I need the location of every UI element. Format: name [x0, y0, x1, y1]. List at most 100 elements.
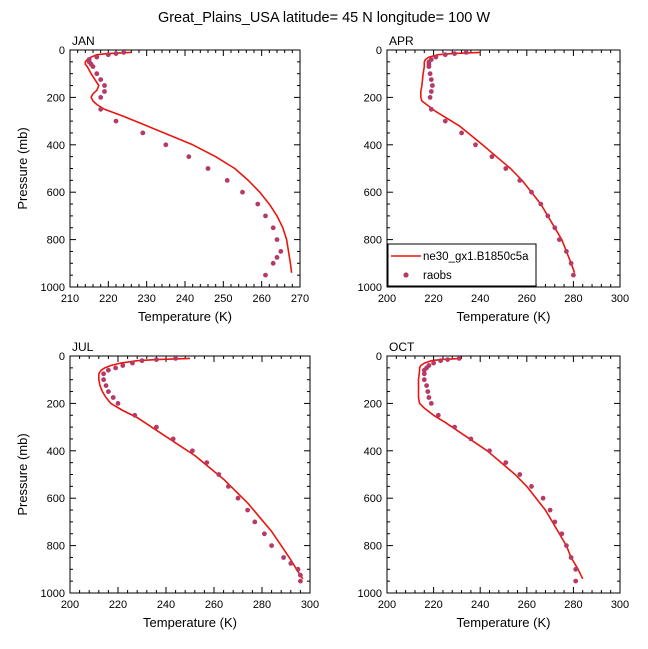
raobs-point [573, 566, 579, 572]
raobs-point [121, 50, 127, 55]
raobs-point [529, 484, 534, 489]
x-tick-label: 240 [471, 599, 489, 611]
legend-label-raobs: raobs [423, 270, 452, 282]
raobs-point [281, 555, 286, 560]
raobs-point [298, 572, 303, 578]
raobs-point [564, 543, 569, 548]
x-axis-label: Temperature (K) [457, 309, 551, 324]
x-tick-label: 260 [518, 599, 536, 611]
y-tick-label: 0 [59, 45, 65, 57]
raobs-point [255, 201, 261, 207]
raobs-point [552, 519, 558, 525]
raobs-point [426, 64, 432, 69]
raobs-point [102, 89, 107, 94]
raobs-point [540, 495, 546, 501]
y-tick-label: 800 [364, 235, 382, 247]
raobs-point [98, 95, 104, 100]
raobs-point [101, 371, 106, 377]
raobs-point [173, 356, 179, 361]
x-tick-label: 220 [99, 293, 117, 305]
raobs-point [130, 360, 135, 366]
x-tick-label: 230 [137, 293, 155, 305]
raobs-point [571, 272, 576, 278]
y-tick-label: 1000 [41, 282, 65, 294]
raobs-point [274, 237, 280, 243]
raobs-point [459, 130, 464, 136]
y-tick-label: 600 [47, 187, 65, 199]
y-tick-label: 200 [364, 398, 382, 410]
raobs-point [442, 118, 448, 124]
raobs-point [426, 395, 432, 400]
raobs-point [428, 77, 434, 82]
y-tick-label: 200 [364, 92, 382, 104]
raobs-point [120, 363, 126, 368]
raobs-point [288, 561, 294, 566]
raobs-point [428, 106, 434, 112]
raobs-point [298, 578, 303, 584]
raobs-point [573, 578, 579, 584]
model-profile-line [417, 357, 584, 580]
raobs-point [517, 472, 523, 477]
raobs-point [435, 412, 441, 418]
raobs-point [433, 54, 439, 60]
raobs-point [473, 142, 478, 148]
panels-group: 210 220 230 240 250 260 270 0 200 400 600 800 1000 JA… [15, 34, 629, 630]
raobs-point [421, 367, 427, 373]
x-tick-label: 200 [61, 599, 79, 611]
raobs-point [452, 51, 457, 56]
figure-title: Great_Plains_USA latitude= 45 N longitud… [158, 10, 490, 26]
y-tick-label: 200 [47, 398, 65, 410]
panel-oct: 200 220 240 260 280 300 0 200 400 600 800 1000 OCT Te… [358, 340, 630, 630]
raobs-point [154, 424, 159, 430]
x-tick-label: 280 [564, 293, 582, 305]
plot-frame [386, 355, 621, 594]
x-tick-label: 300 [301, 599, 319, 611]
x-tick-label: 260 [252, 293, 270, 305]
y-tick-label: 200 [47, 92, 65, 104]
x-tick-label: 200 [378, 599, 396, 611]
raobs-point [545, 213, 551, 219]
raobs-point [278, 249, 284, 254]
raobs-point [468, 436, 474, 442]
raobs-point [132, 412, 138, 418]
raobs-point [226, 484, 231, 489]
x-tick-label: 210 [61, 293, 79, 305]
raobs-point [421, 371, 427, 377]
raobs-point [190, 448, 195, 454]
y-tick-label: 1000 [358, 588, 382, 600]
y-tick-label: 400 [364, 446, 382, 458]
y-tick-label: 0 [376, 351, 382, 363]
model-profile-line [98, 357, 304, 580]
model-profile-line [420, 51, 576, 274]
panel-label: JUL [72, 340, 94, 354]
x-tick-label: 220 [424, 599, 442, 611]
raobs-point [438, 358, 443, 364]
y-tick-label: 0 [376, 45, 382, 57]
x-tick-label: 280 [564, 599, 582, 611]
raobs-point [431, 360, 436, 366]
panel-label: APR [389, 34, 414, 48]
raobs-point [269, 543, 274, 548]
raobs-point [424, 383, 429, 388]
raobs-point [204, 460, 210, 465]
x-tick-label: 250 [214, 293, 232, 305]
raobs-point [503, 166, 509, 171]
raobs-point [445, 357, 450, 362]
raobs-point [538, 201, 544, 207]
raobs-point [456, 356, 462, 361]
raobs-point [270, 260, 276, 266]
x-tick-label: 300 [611, 293, 629, 305]
y-tick-label: 400 [47, 446, 65, 458]
raobs-point [98, 77, 104, 82]
raobs-point [163, 142, 169, 148]
panel-label: OCT [389, 340, 415, 354]
raobs-point [428, 89, 434, 94]
x-tick-label: 220 [109, 599, 127, 611]
x-tick-label: 240 [471, 293, 489, 305]
raobs-point [106, 367, 111, 373]
raobs-point [442, 52, 448, 58]
y-tick-label: 1000 [358, 282, 382, 294]
raobs-point [240, 189, 245, 195]
raobs-point [559, 531, 565, 537]
